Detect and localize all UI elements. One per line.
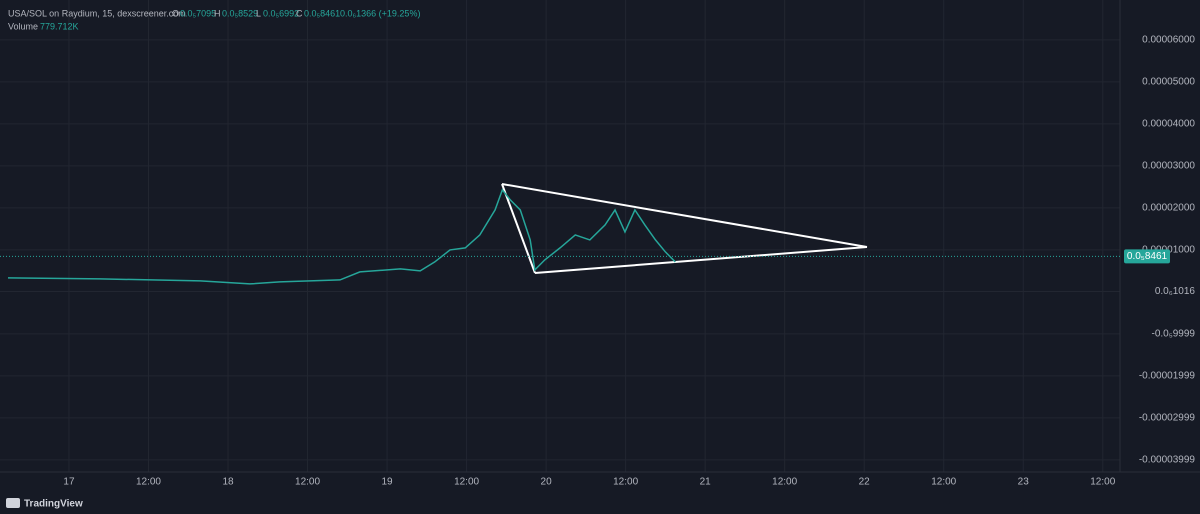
y-tick-label: 0.00006000 <box>1142 35 1195 46</box>
y-tick-label: 0.00005000 <box>1142 77 1195 88</box>
ohlc-key: O <box>172 8 179 18</box>
volume-value: 779.712K <box>40 21 79 31</box>
ohlc-value: 0.0₅8529 <box>222 8 258 18</box>
x-tick-label: 12:00 <box>295 477 320 488</box>
x-tick-label: 19 <box>381 477 393 488</box>
y-tick-label: -0.00002999 <box>1139 413 1196 424</box>
change: 0.0₆1366 (+19.25%) <box>340 8 420 18</box>
price-line <box>7 188 676 285</box>
y-tick-label: 0.00003000 <box>1142 161 1195 172</box>
y-tick-label: -0.0₅9999 <box>1151 329 1195 340</box>
y-tick-label: 0.00004000 <box>1142 119 1195 130</box>
trendline <box>501 183 536 274</box>
x-tick-label: 12:00 <box>613 477 638 488</box>
x-tick-label: 12:00 <box>454 477 479 488</box>
last-price-badge <box>1124 249 1170 264</box>
trendline <box>501 183 868 248</box>
x-tick-label: 12:00 <box>931 477 956 488</box>
last-price-label: 0.0₅8461 <box>1127 251 1168 262</box>
x-tick-label: 20 <box>541 477 553 488</box>
x-tick-label: 21 <box>700 477 712 488</box>
logo-icon <box>6 498 20 508</box>
ohlc-key: H <box>214 8 221 18</box>
x-tick-label: 23 <box>1018 477 1030 488</box>
ohlc-key: L <box>256 8 261 18</box>
plot <box>0 188 1120 285</box>
ohlc-value: 0.0₅7095 <box>180 8 216 18</box>
chart-title: USA/SOL on Raydium, 15, dexscreener.com <box>8 8 186 18</box>
ohlc-value: 0.0₅8461 <box>304 8 340 18</box>
x-tick-label: 18 <box>222 477 234 488</box>
y-tick-label: 0.00002000 <box>1142 203 1195 214</box>
x-tick-label: 12:00 <box>1090 477 1115 488</box>
y-tick-label: -0.00001999 <box>1139 371 1196 382</box>
ohlc-value: 0.0₅6992 <box>263 8 299 18</box>
x-tick-label: 17 <box>63 477 75 488</box>
ohlc-key: C <box>296 8 303 18</box>
x-tick-label: 12:00 <box>136 477 161 488</box>
y-tick-label: 0.0₆1016 <box>1155 286 1196 297</box>
grid <box>0 0 1120 472</box>
trendline <box>534 246 868 274</box>
y-tick-label: -0.00003999 <box>1139 455 1196 466</box>
footer-logo[interactable]: TradingView <box>24 499 83 510</box>
x-tick-label: 22 <box>859 477 871 488</box>
x-tick-label: 12:00 <box>772 477 797 488</box>
volume-key: Volume <box>8 21 38 31</box>
